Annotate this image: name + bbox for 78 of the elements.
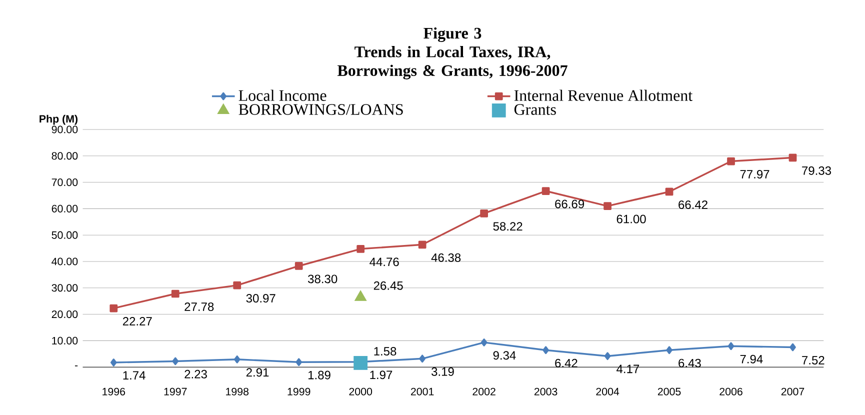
- legend-label: Local Income: [238, 90, 326, 101]
- data-label: 1.97: [370, 370, 392, 380]
- data-label: 66.69: [555, 200, 584, 208]
- data-label: 61.00: [616, 214, 646, 224]
- point: [296, 358, 302, 366]
- x-tick-label: 2001: [410, 388, 434, 396]
- legend-label: Internal Revenue Allotment: [514, 90, 693, 101]
- point: [480, 209, 488, 218]
- data-label: 44.76: [370, 258, 399, 266]
- point: [354, 356, 368, 370]
- y-tick-label: 70.00: [52, 178, 78, 186]
- data-label: 66.42: [678, 200, 708, 209]
- x-tick-label: 2006: [720, 388, 742, 396]
- point: [356, 244, 365, 253]
- data-label: 38.30: [308, 274, 338, 284]
- point: [234, 355, 240, 364]
- data-label: 7.94: [740, 354, 763, 364]
- x-tick-label: 1999: [288, 388, 310, 396]
- x-tick-label: 1998: [226, 388, 249, 396]
- point: [542, 346, 549, 354]
- point: [790, 343, 796, 352]
- point: [172, 357, 179, 366]
- point: [604, 202, 612, 210]
- data-label: 1.58: [374, 346, 396, 356]
- data-label: 6.43: [678, 358, 701, 368]
- y-tick-label: -: [74, 365, 78, 366]
- data-label: 7.52: [802, 356, 824, 364]
- data-label: 22.27: [122, 316, 152, 326]
- x-tick-label: 1996: [102, 388, 126, 396]
- x-tick-label: 2007: [781, 388, 804, 396]
- point: [728, 342, 734, 350]
- legend-label: Grants: [514, 104, 556, 115]
- data-label: 6.42: [555, 358, 578, 368]
- data-label: 2.23: [184, 370, 207, 378]
- y-tick-label: 80.00: [52, 152, 78, 160]
- data-label: 27.78: [184, 302, 214, 311]
- data-label: 1.89: [308, 370, 330, 380]
- point: [110, 304, 118, 312]
- point: [419, 354, 426, 363]
- chart-title: Figure 3: [424, 27, 482, 42]
- legend-label: BORROWINGS/LOANS: [238, 104, 403, 115]
- x-tick-label: 1997: [164, 388, 187, 396]
- y-tick-label: 40.00: [52, 258, 78, 266]
- data-label: 46.38: [431, 253, 461, 262]
- data-label: 9.34: [493, 351, 516, 360]
- point: [480, 338, 488, 346]
- x-tick-label: 2005: [658, 388, 681, 396]
- data-label: 2.91: [246, 368, 269, 377]
- point: [666, 346, 672, 354]
- data-label: 30.97: [246, 294, 276, 302]
- point: [665, 188, 674, 196]
- y-tick-label: 90.00: [52, 126, 78, 134]
- point: [294, 262, 303, 270]
- data-label: 58.22: [493, 222, 522, 231]
- y-tick-label: 30.00: [52, 284, 78, 292]
- chart-subtitle: Trends in Local Taxes, IRA, Borrowings & Grants, 1996-2007: [337, 46, 568, 80]
- point: [110, 358, 117, 366]
- x-tick-label: 2003: [534, 388, 558, 396]
- x-tick-label: 2002: [472, 388, 496, 396]
- point: [542, 187, 550, 195]
- point: [788, 154, 797, 162]
- y-tick-label: 50.00: [52, 231, 78, 239]
- data-label: 1.74: [123, 371, 146, 380]
- point: [171, 290, 180, 298]
- point: [418, 240, 426, 249]
- data-label: 3.19: [432, 367, 454, 376]
- point: [604, 352, 611, 360]
- y-tick-label: 10.00: [52, 336, 78, 344]
- data-label: 26.45: [374, 281, 403, 290]
- point: [233, 281, 242, 290]
- x-tick-label: 2000: [349, 388, 372, 396]
- data-label: 77.97: [740, 170, 770, 178]
- point: [727, 157, 735, 166]
- data-label: 79.33: [802, 166, 832, 175]
- y-tick-label: 60.00: [52, 204, 78, 212]
- y-tick-label: 20.00: [52, 310, 78, 318]
- x-tick-label: 2004: [596, 388, 620, 396]
- y-axis-title: Php (M): [40, 114, 78, 125]
